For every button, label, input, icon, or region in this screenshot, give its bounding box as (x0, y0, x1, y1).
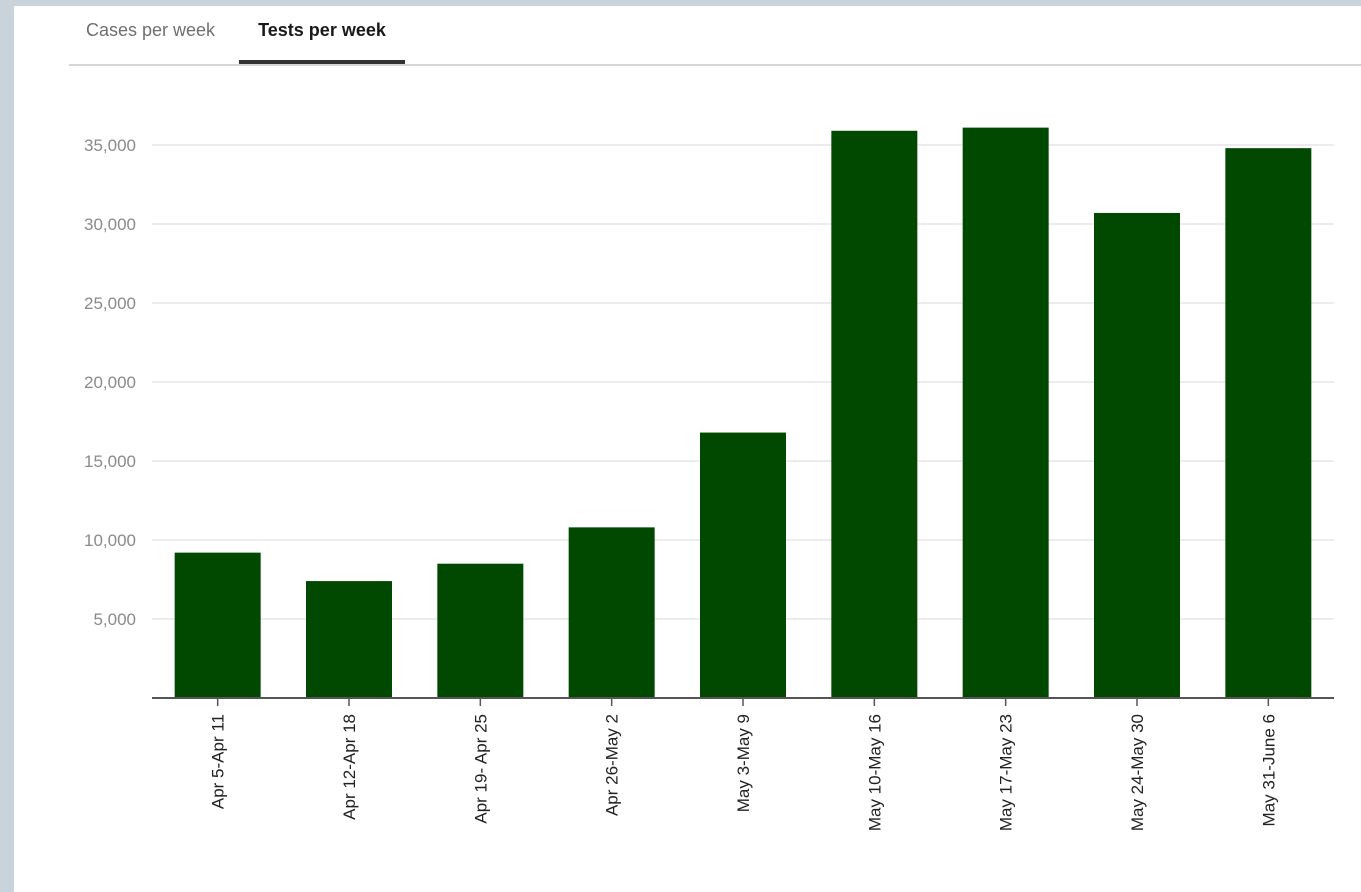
y-tick-label: 20,000 (84, 373, 136, 392)
y-tick-label: 30,000 (84, 215, 136, 234)
bar (831, 130, 918, 698)
x-tick-label: Apr 5-Apr 11 (209, 714, 228, 809)
x-tick-label: May 3-May 9 (734, 714, 753, 812)
x-tick-label: May 10-May 16 (865, 714, 884, 831)
y-tick-label: 10,000 (84, 531, 136, 550)
bar (1094, 212, 1180, 698)
tab-tests-per-week[interactable]: Tests per week (239, 20, 405, 64)
bar (1225, 148, 1312, 698)
y-tick-label: 15,000 (84, 452, 136, 471)
y-tick-label: 5,000 (93, 610, 136, 629)
bar (437, 563, 524, 698)
tab-cases-per-week[interactable]: Cases per week (86, 20, 216, 40)
tab-bar: Cases per week Tests per week (69, 6, 1361, 66)
y-tick-label: 25,000 (84, 294, 136, 313)
bar (700, 432, 786, 698)
x-tick-label: Apr 12-Apr 18 (340, 714, 359, 820)
x-tick-label: May 24-May 30 (1128, 714, 1147, 831)
tests-per-week-bar-chart: 5,000 10,000 15,000 20,000 25,000 30,000 35,00… (84, 127, 1334, 831)
x-tick-label: Apr 26-May 2 (603, 714, 622, 816)
x-tick-label: May 17-May 23 (997, 714, 1016, 831)
y-tick-label: 35,000 (84, 136, 136, 155)
x-tick-label: Apr 19- Apr 25 (471, 714, 490, 824)
bar (962, 127, 1049, 699)
bar (306, 581, 392, 698)
chart-card: Cases per week Tests per week 5,000 10,00… (14, 6, 1361, 892)
bar (568, 527, 655, 698)
x-tick-label: May 31-June 6 (1259, 714, 1278, 826)
bar (174, 552, 261, 698)
